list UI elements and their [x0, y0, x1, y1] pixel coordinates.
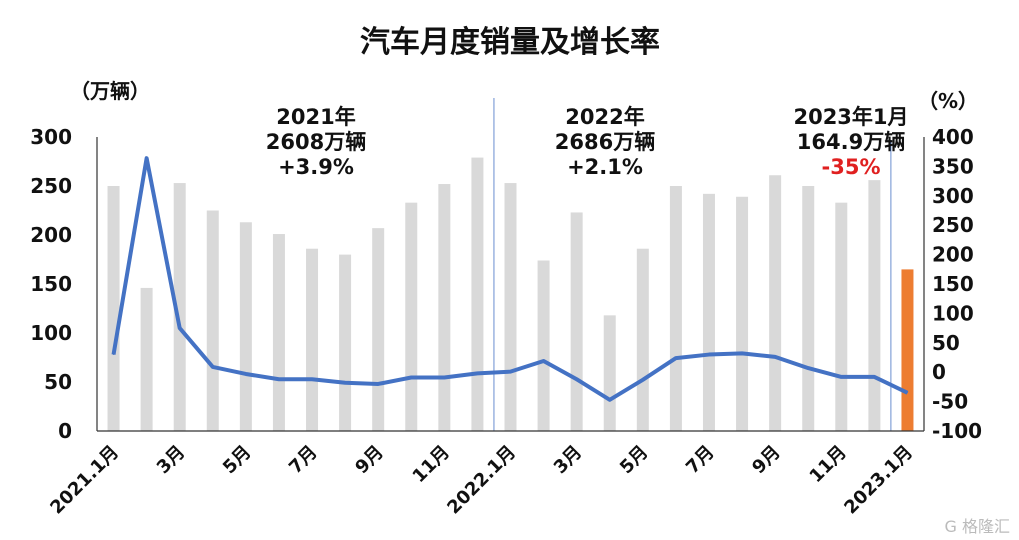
growth-point-2021.10 [410, 376, 412, 378]
bar-2022.5 [636, 248, 649, 431]
left-tick-label: 250 [30, 174, 72, 198]
growth-point-2022.10 [807, 367, 809, 369]
bar-2022.11 [835, 202, 848, 431]
growth-point-2021.4 [212, 366, 214, 368]
x-tick-label: 11月 [806, 442, 851, 487]
growth-point-2021.9 [377, 383, 379, 385]
bar-2021.3 [173, 183, 186, 431]
bar-2021.4 [206, 210, 219, 431]
bar-2021.8 [339, 254, 352, 431]
growth-point-2021.7 [311, 378, 313, 380]
growth-point-2021.8 [344, 382, 346, 384]
left-tick-label: 150 [30, 272, 72, 296]
growth-line [111, 156, 909, 402]
left-axis-unit: （万辆） [70, 79, 150, 103]
bar-2022.3 [570, 212, 583, 431]
bar-2021.12 [471, 157, 484, 431]
growth-point-2022.4 [609, 399, 611, 401]
growth-point-2022.12 [873, 376, 875, 378]
growth-point-2023.1 [906, 392, 908, 394]
annotation-line: 2021年 [276, 105, 355, 129]
right-tick-label: -100 [932, 419, 982, 443]
growth-point-2021.5 [245, 373, 247, 375]
left-tick-label: 0 [58, 419, 72, 443]
right-tick-label: 0 [932, 360, 946, 384]
year-dividers [493, 98, 892, 431]
annotation-line: 2686万辆 [555, 130, 655, 154]
growth-point-2021.11 [443, 376, 445, 378]
bar-2022.6 [669, 186, 682, 431]
annotation-line: -35% [822, 155, 881, 179]
right-tick-label: 50 [932, 331, 960, 355]
right-tick-label: 250 [932, 213, 974, 237]
bar-2021.2 [140, 287, 153, 431]
bar-2021.7 [306, 248, 319, 431]
x-tick-label: 5月 [219, 442, 255, 478]
bar-2021.9 [372, 228, 385, 431]
growth-point-2021.12 [476, 372, 478, 374]
annotation-line: 2608万辆 [266, 130, 366, 154]
growth-point-2022.5 [642, 379, 644, 381]
bar-2021.1 [107, 186, 120, 431]
right-tick-label: 150 [932, 272, 974, 296]
growth-point-2022.3 [576, 378, 578, 380]
growth-point-2022.11 [840, 376, 842, 378]
annotation-line: 164.9万辆 [797, 130, 905, 154]
x-tick-label: 5月 [616, 442, 652, 478]
right-tick-label: -50 [932, 390, 968, 414]
left-tick-label: 300 [30, 125, 72, 149]
x-tick-label: 3月 [550, 442, 586, 478]
growth-point-2022.1 [510, 371, 511, 373]
growth-point-2021.6 [278, 378, 280, 380]
bar-2022.10 [802, 186, 815, 431]
bar-2022.1 [504, 183, 517, 431]
bar-2022.4 [603, 315, 616, 431]
growth-point-2022.2 [543, 360, 545, 362]
right-tick-label: 400 [932, 125, 974, 149]
x-tick-label: 11月 [409, 442, 454, 487]
bars [107, 157, 914, 431]
growth-point-2021.3 [179, 327, 181, 329]
bar-2023.1 [901, 269, 914, 431]
annotation-line: +2.1% [567, 155, 643, 179]
right-tick-label: 200 [932, 243, 974, 267]
bar-2021.10 [405, 202, 418, 431]
growth-point-2021.2 [146, 157, 148, 159]
right-tick-label: 300 [932, 184, 974, 208]
right-tick-label: 100 [932, 301, 974, 325]
left-tick-label: 100 [30, 321, 72, 345]
x-tick-label: 2022.1月 [443, 442, 520, 519]
bar-2022.7 [702, 193, 715, 431]
growth-point-2022.9 [774, 356, 776, 358]
x-tick-label: 9月 [748, 442, 784, 478]
annotation-line: 2022年 [565, 105, 644, 129]
bar-2022.8 [736, 196, 749, 431]
chart-title: 汽车月度销量及增长率 [360, 25, 660, 60]
x-tick-label: 2023.1月 [840, 442, 917, 519]
left-tick-label: 50 [44, 370, 72, 394]
x-tick-label: 3月 [153, 442, 189, 478]
growth-point-2021.1 [113, 354, 115, 356]
x-tick-label: 7月 [682, 442, 718, 478]
logo: G 格隆汇 [945, 517, 1011, 536]
bar-2022.9 [769, 175, 782, 431]
right-tick-label: 350 [932, 154, 974, 178]
bar-2022.12 [868, 180, 881, 431]
right-axis-unit: （%） [918, 89, 978, 113]
left-tick-label: 200 [30, 223, 72, 247]
growth-point-2022.7 [708, 354, 710, 356]
x-tick-label: 7月 [285, 442, 321, 478]
bar-2021.5 [239, 222, 252, 431]
growth-point-2022.6 [675, 357, 677, 359]
x-tick-label: 9月 [351, 442, 387, 478]
annotation-line: 2023年1月 [793, 105, 908, 129]
x-tick-label: 2021.1月 [46, 442, 123, 519]
bar-2021.6 [272, 234, 285, 431]
growth-point-2022.8 [741, 352, 743, 354]
bar-2022.2 [537, 260, 550, 431]
bar-2021.11 [438, 184, 451, 431]
annotation-line: +3.9% [278, 155, 354, 179]
